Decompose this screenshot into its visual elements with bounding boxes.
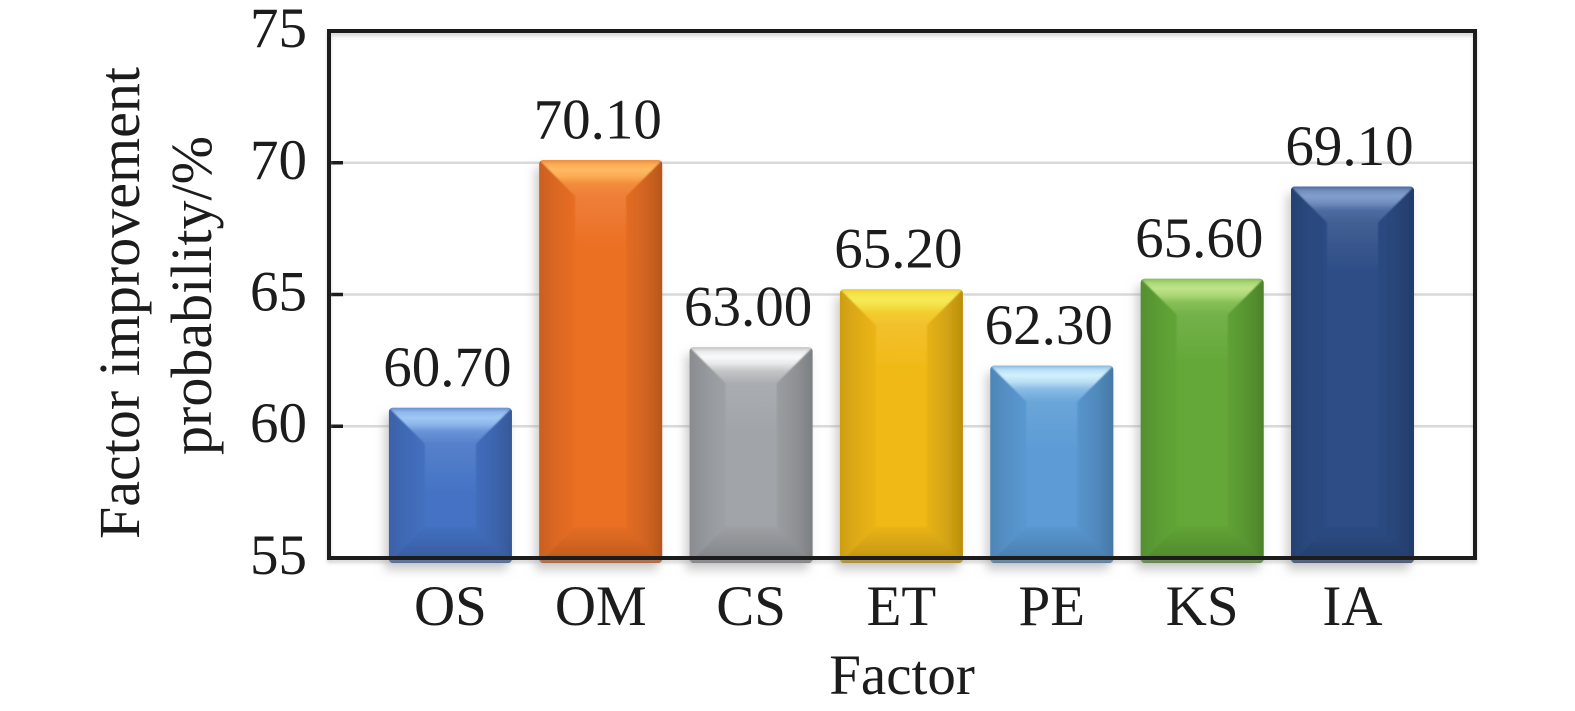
svg-text:ET: ET [867,575,937,638]
svg-text:PE: PE [1019,575,1086,638]
svg-text:Factor improvement: Factor improvement [87,67,152,539]
svg-text:69.10: 69.10 [1285,115,1413,178]
svg-text:70.10: 70.10 [534,89,662,152]
svg-text:KS: KS [1166,575,1239,638]
svg-text:probability/%: probability/% [159,136,224,455]
svg-text:Factor: Factor [829,644,975,707]
svg-text:55: 55 [250,524,307,587]
svg-text:65.20: 65.20 [834,218,962,281]
svg-text:63.00: 63.00 [684,276,812,339]
svg-text:OS: OS [414,575,487,638]
svg-text:OM: OM [555,575,647,638]
svg-text:65: 65 [250,261,307,324]
svg-text:62.30: 62.30 [985,294,1113,357]
svg-text:60: 60 [250,392,307,455]
svg-text:60.70: 60.70 [383,336,511,399]
svg-text:65.60: 65.60 [1135,207,1263,270]
svg-text:CS: CS [716,575,786,638]
svg-text:70: 70 [250,129,307,192]
svg-text:75: 75 [250,0,307,60]
svg-text:IA: IA [1322,575,1382,638]
